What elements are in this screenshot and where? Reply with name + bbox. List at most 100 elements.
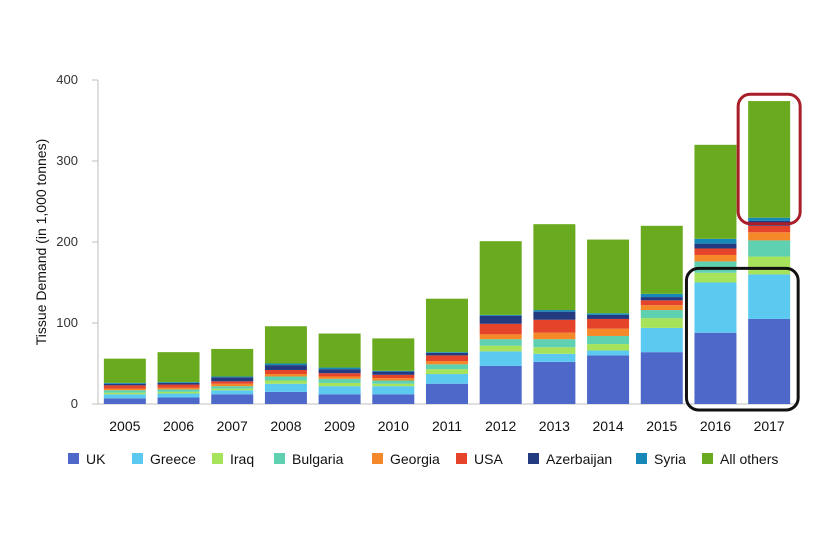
bar-segment-azerbaijan-2010 [372,371,415,375]
bar-segment-uk-2006 [157,397,200,404]
x-tick-label-2013: 2013 [539,418,570,434]
bar-segment-syria-2006 [157,382,200,383]
bar-segment-usa-2011 [426,355,468,362]
bar-segment-iraq-2016 [694,272,737,283]
bar-segment-all-others-2011 [426,298,468,353]
legend-swatch-uk [68,453,79,464]
bar-segment-all-others-2008 [264,326,307,364]
legend-label-bulgaria: Bulgaria [292,451,344,467]
bar-segment-uk-2008 [264,391,307,404]
bar-segment-all-others-2012 [479,241,522,315]
bar-segment-uk-2007 [211,394,254,404]
bar-segment-bulgaria-2014 [587,335,630,345]
highlight-layer [684,92,802,412]
bar-segment-usa-2017 [748,225,791,233]
bar-segment-georgia-2012 [479,334,522,340]
bar-segment-all-others-2005 [103,358,146,383]
legend-swatch-azerbaijan [528,453,539,464]
bar-segment-greece-2009 [318,386,361,395]
bar-segment-usa-2009 [318,373,361,377]
legend-swatch-iraq [212,453,223,464]
bar-segment-georgia-2006 [157,387,200,390]
y-axis-title: Tissue Demand (in 1,000 tonnes) [33,139,49,345]
y-tick-label: 200 [56,234,78,249]
bar-segment-georgia-2011 [426,361,468,365]
bar-segment-syria-2013 [533,310,576,312]
x-tick-label-2015: 2015 [646,418,677,434]
legend-label-all-others: All others [720,451,778,467]
bar-segment-all-others-2007 [211,348,254,377]
legend-swatch-syria [636,453,647,464]
bar-segment-bulgaria-2017 [748,240,791,257]
bar-segment-bulgaria-2013 [533,339,576,348]
x-tick-label-2011: 2011 [432,418,462,434]
bar-segment-usa-2006 [157,384,200,388]
y-tick-label: 100 [56,315,78,330]
bar-segment-usa-2007 [211,381,254,384]
bar-segment-greece-2007 [211,390,254,395]
bar-segment-usa-2014 [587,318,630,329]
bar-segment-greece-2014 [587,350,630,356]
x-tick-label-2010: 2010 [378,418,409,434]
y-tick-label: 300 [56,153,78,168]
bar-segment-iraq-2006 [157,391,200,394]
bar-segment-georgia-2007 [211,383,254,387]
bar-segment-syria-2009 [318,367,361,370]
legend-swatch-bulgaria [274,453,285,464]
bar-segment-iraq-2014 [587,344,630,351]
legend-label-azerbaijan: Azerbaijan [546,451,612,467]
legend-label-uk: UK [86,451,106,467]
legend-swatch-greece [132,453,143,464]
bar-segment-uk-2009 [318,394,361,404]
x-tick-label-2008: 2008 [270,418,301,434]
legend-label-greece: Greece [150,451,196,467]
label-layer: 2005 2006 2007 2008 2009 2010 2011 2012 2013 2014… [109,418,785,434]
bar-segment-usa-2005 [103,385,146,389]
bar-segment-all-others-2009 [318,333,361,368]
bar-segment-greece-2013 [533,353,576,362]
bar-segment-azerbaijan-2012 [479,315,522,324]
bar-segment-georgia-2013 [533,332,576,340]
bar-segment-azerbaijan-2015 [640,297,683,301]
bar-segment-iraq-2015 [640,318,683,328]
bar-segment-iraq-2012 [479,345,522,352]
legend-label-georgia: Georgia [390,451,440,467]
x-tick-label-2005: 2005 [109,418,140,434]
bar-segment-bulgaria-2005 [103,390,146,393]
bar-segment-usa-2016 [694,248,737,255]
highlight-box-2 [684,266,800,412]
bar-segment-georgia-2017 [748,232,791,241]
bar-segment-bulgaria-2010 [372,380,415,384]
x-tick-label-2006: 2006 [163,418,194,434]
bar-segment-syria-2007 [211,376,254,378]
x-tick-label-2007: 2007 [217,418,248,434]
bar-segment-georgia-2014 [587,328,630,336]
bar-segment-uk-2011 [426,383,468,404]
bar-segment-azerbaijan-2016 [694,243,737,249]
bar-segment-greece-2015 [640,327,683,353]
legend-label-usa: USA [474,451,503,467]
bar-segment-all-others-2017 [748,101,791,218]
bar-segment-iraq-2017 [748,256,791,275]
bar-segment-all-others-2015 [640,225,683,294]
bar-segment-uk-2005 [103,398,146,404]
bar-segment-uk-2013 [533,361,576,404]
bar-segment-all-others-2016 [694,144,737,239]
bar-segment-syria-2010 [372,370,415,372]
bar-segment-greece-2016 [694,282,737,333]
bar-segment-uk-2010 [372,394,415,404]
bar-segment-syria-2012 [479,314,522,316]
bar-segment-bulgaria-2012 [479,339,522,346]
bar-segment-georgia-2005 [103,388,146,391]
bar-segment-greece-2006 [157,393,200,398]
bar-segment-azerbaijan-2013 [533,311,576,320]
legend-swatch-all-others [702,453,713,464]
legend-swatch-usa [456,453,467,464]
bar-segment-bulgaria-2008 [264,376,307,381]
bar-segment-usa-2012 [479,323,522,335]
bar-segment-all-others-2010 [372,338,415,371]
bar-segment-azerbaijan-2007 [211,377,254,382]
bar-segment-usa-2013 [533,319,576,333]
bar-segment-all-others-2006 [157,352,200,383]
